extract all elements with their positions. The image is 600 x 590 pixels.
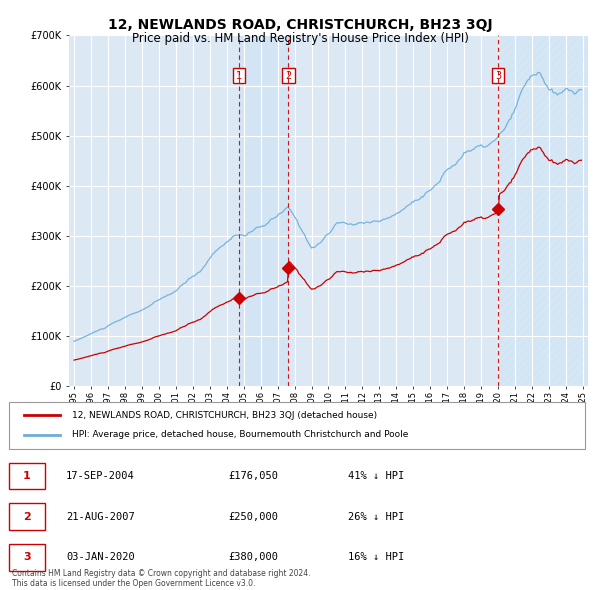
FancyBboxPatch shape [9,463,45,489]
Text: 3: 3 [495,71,502,80]
Bar [498,35,588,386]
Text: 03-JAN-2020: 03-JAN-2020 [66,552,135,562]
FancyBboxPatch shape [9,544,45,571]
Text: £176,050: £176,050 [228,471,278,481]
Text: Contains HM Land Registry data © Crown copyright and database right 2024.
This d: Contains HM Land Registry data © Crown c… [12,569,311,588]
Text: £250,000: £250,000 [228,512,278,522]
Text: 12, NEWLANDS ROAD, CHRISTCHURCH, BH23 3QJ (detached house): 12, NEWLANDS ROAD, CHRISTCHURCH, BH23 3Q… [72,411,377,419]
Text: 16% ↓ HPI: 16% ↓ HPI [348,552,404,562]
Text: 2: 2 [286,71,292,80]
FancyBboxPatch shape [9,402,585,448]
Text: 21-AUG-2007: 21-AUG-2007 [66,512,135,522]
Text: Price paid vs. HM Land Registry's House Price Index (HPI): Price paid vs. HM Land Registry's House … [131,32,469,45]
Text: 17-SEP-2004: 17-SEP-2004 [66,471,135,481]
Text: £380,000: £380,000 [228,552,278,562]
Text: 1: 1 [23,471,31,481]
Text: 1: 1 [236,71,242,80]
FancyBboxPatch shape [9,503,45,530]
Bar [239,35,289,386]
Text: 3: 3 [23,552,31,562]
Text: 2: 2 [23,512,31,522]
Text: HPI: Average price, detached house, Bournemouth Christchurch and Poole: HPI: Average price, detached house, Bour… [72,431,409,440]
Text: 41% ↓ HPI: 41% ↓ HPI [348,471,404,481]
Text: 26% ↓ HPI: 26% ↓ HPI [348,512,404,522]
Text: 12, NEWLANDS ROAD, CHRISTCHURCH, BH23 3QJ: 12, NEWLANDS ROAD, CHRISTCHURCH, BH23 3Q… [107,18,493,32]
